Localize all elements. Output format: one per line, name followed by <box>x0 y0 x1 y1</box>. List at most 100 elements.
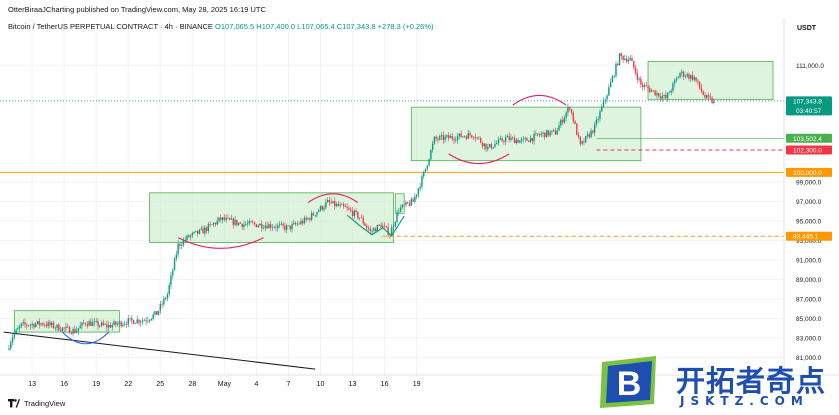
candle-up <box>542 132 544 134</box>
candle-up <box>124 323 126 325</box>
candle-down <box>360 217 363 219</box>
candle-up <box>405 202 407 206</box>
price-axis[interactable]: 81,000.0 83,000.0 85,000.0 87,000.0 89,000.0… <box>796 63 824 362</box>
candle-up <box>40 323 42 325</box>
candle-up <box>650 90 653 92</box>
tradingview-footer[interactable]: TradingView <box>8 399 65 408</box>
candle-up <box>248 221 250 224</box>
pattern-arc <box>448 153 510 165</box>
candle-down <box>282 223 284 226</box>
candle-up <box>216 220 218 225</box>
candle-down <box>570 109 573 113</box>
candle-down <box>583 141 585 143</box>
candle-up <box>504 137 507 142</box>
candle-up <box>496 143 498 145</box>
candle-down <box>84 323 87 325</box>
candle-up <box>467 133 469 139</box>
candle-up <box>168 284 170 295</box>
candle-up <box>278 224 281 226</box>
time-tick-label: 4 <box>254 381 258 388</box>
candle-up <box>449 136 452 139</box>
candle-down <box>252 222 254 223</box>
candle-down <box>588 134 590 138</box>
price-tick-label: 83,000.0 <box>796 335 822 342</box>
candle-down <box>711 98 713 103</box>
symbol-name[interactable]: Bitcoin / TetherUS PERPETUAL CONTRACT · … <box>8 22 213 31</box>
candle-down <box>223 217 226 220</box>
currency-label[interactable]: USDT <box>797 25 817 32</box>
candle-up <box>204 227 206 234</box>
candle-down <box>24 322 26 325</box>
candle-down <box>269 224 272 228</box>
candle-down <box>531 137 534 142</box>
time-axis[interactable]: 13 16 19 22 25 28 May 4 7 10 13 16 19 <box>28 381 420 388</box>
candle-up <box>606 95 608 100</box>
candle-down <box>52 322 55 328</box>
trendline <box>3 331 316 370</box>
candle-up <box>122 324 124 327</box>
candle-up <box>394 221 396 227</box>
candle-up <box>602 100 605 107</box>
candle-down <box>460 133 462 138</box>
candle-down <box>380 224 382 228</box>
candle-up <box>113 321 115 326</box>
ohlc-values: O107,065.5 H107,400.0 L107,065.4 C107,34… <box>215 22 434 31</box>
candle-up <box>56 324 58 328</box>
candle-down <box>636 73 639 80</box>
candle-up <box>81 322 83 326</box>
candle-down <box>209 224 211 225</box>
candle-up <box>417 188 420 195</box>
candle-down <box>695 77 697 81</box>
candle-down <box>437 138 439 140</box>
candle-up <box>415 194 418 197</box>
candle-down <box>287 225 290 227</box>
pattern-arc <box>62 331 110 345</box>
candle-up <box>497 139 500 144</box>
candle-down <box>70 333 72 334</box>
candle-up <box>225 217 227 220</box>
candle-up <box>180 245 183 246</box>
candle-down <box>387 227 389 236</box>
candle-up <box>293 223 295 225</box>
candle-down <box>472 137 475 138</box>
tradingview-logo-icon <box>8 399 20 408</box>
time-tick-label: 16 <box>381 381 389 388</box>
candle-up <box>376 224 379 232</box>
candle-up <box>143 320 145 321</box>
price-tag-label: 103,502.4 <box>793 136 822 143</box>
candle-up <box>419 186 421 189</box>
candlesticks <box>8 52 715 351</box>
candle-up <box>36 321 39 324</box>
price-tag-bg <box>786 96 832 116</box>
candle-up <box>428 159 430 166</box>
candle-down <box>709 96 712 99</box>
candle-down <box>688 74 690 79</box>
candle-up <box>51 322 53 326</box>
candle-down <box>294 223 297 225</box>
candle-down <box>385 226 388 228</box>
candle-up <box>140 321 142 323</box>
candle-up <box>259 223 261 226</box>
candle-down <box>544 132 546 138</box>
candle-up <box>218 217 220 221</box>
candle-down <box>266 225 268 229</box>
candle-up <box>118 321 121 324</box>
candle-up <box>191 232 194 236</box>
candle-up <box>200 228 202 230</box>
candle-down <box>309 218 311 220</box>
candle-up <box>487 146 489 150</box>
candle-down <box>328 200 331 203</box>
candle-up <box>446 135 448 137</box>
candle-down <box>447 135 450 139</box>
candle-up <box>430 149 432 160</box>
candle-up <box>604 99 606 101</box>
candle-up <box>674 80 676 84</box>
candle-up <box>136 319 138 324</box>
consolidation-box <box>410 106 642 162</box>
candle-down <box>634 67 637 74</box>
candle-up <box>291 224 293 230</box>
candle-up <box>549 132 551 136</box>
candle-down <box>250 221 252 223</box>
candle-down <box>350 209 352 211</box>
